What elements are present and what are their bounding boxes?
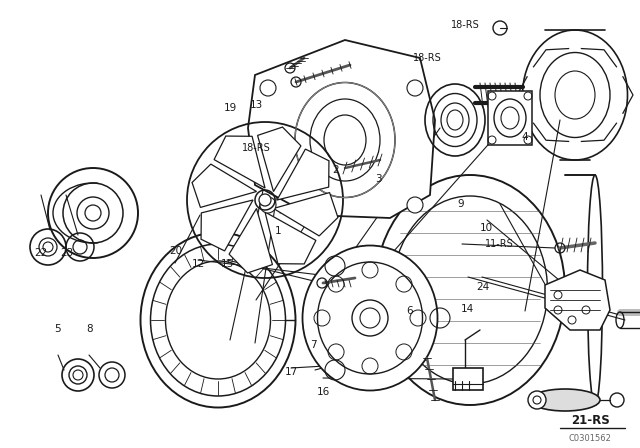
Text: 22: 22 xyxy=(35,248,47,258)
Text: 14: 14 xyxy=(461,304,474,314)
Polygon shape xyxy=(248,40,435,218)
Text: 13: 13 xyxy=(250,100,262,110)
Ellipse shape xyxy=(528,391,546,409)
Text: 23: 23 xyxy=(60,248,73,258)
Text: 2: 2 xyxy=(333,165,339,175)
Text: 7: 7 xyxy=(310,340,317,350)
Text: 6: 6 xyxy=(406,306,413,316)
Polygon shape xyxy=(229,208,273,273)
Text: 3: 3 xyxy=(376,174,382,184)
Polygon shape xyxy=(273,193,338,236)
Polygon shape xyxy=(214,136,265,188)
Ellipse shape xyxy=(303,246,438,391)
Text: 16: 16 xyxy=(317,387,330,397)
Text: 21-RS: 21-RS xyxy=(571,414,609,426)
Text: 18-RS: 18-RS xyxy=(413,53,442,63)
Circle shape xyxy=(260,80,276,96)
Polygon shape xyxy=(277,149,329,200)
Polygon shape xyxy=(265,212,316,264)
Text: 12: 12 xyxy=(192,259,205,269)
Text: 1: 1 xyxy=(275,226,282,236)
Circle shape xyxy=(259,194,271,206)
Ellipse shape xyxy=(555,71,595,119)
Text: 10: 10 xyxy=(480,224,493,233)
Text: 5: 5 xyxy=(54,324,61,334)
Circle shape xyxy=(85,205,101,221)
Bar xyxy=(488,91,532,145)
Circle shape xyxy=(43,242,53,252)
Text: 11-RS: 11-RS xyxy=(485,239,513,249)
Text: 24: 24 xyxy=(477,282,490,292)
Text: 8: 8 xyxy=(86,324,93,334)
Circle shape xyxy=(407,80,423,96)
Text: 18-RS: 18-RS xyxy=(242,143,270,153)
Polygon shape xyxy=(257,127,301,191)
Polygon shape xyxy=(192,164,257,207)
Text: 17: 17 xyxy=(285,367,298,377)
Bar xyxy=(453,368,483,390)
Circle shape xyxy=(260,197,276,213)
Circle shape xyxy=(360,308,380,328)
Text: 19: 19 xyxy=(224,103,237,112)
Polygon shape xyxy=(201,200,253,251)
Text: 18-RS: 18-RS xyxy=(451,20,479,30)
Circle shape xyxy=(407,197,423,213)
Text: 20: 20 xyxy=(170,246,182,256)
Text: 9: 9 xyxy=(458,199,464,209)
Polygon shape xyxy=(545,270,610,330)
Text: 4: 4 xyxy=(522,132,528,142)
Text: C0301562: C0301562 xyxy=(568,434,611,443)
Circle shape xyxy=(73,370,83,380)
Text: 15: 15 xyxy=(221,259,234,269)
Ellipse shape xyxy=(530,389,600,411)
